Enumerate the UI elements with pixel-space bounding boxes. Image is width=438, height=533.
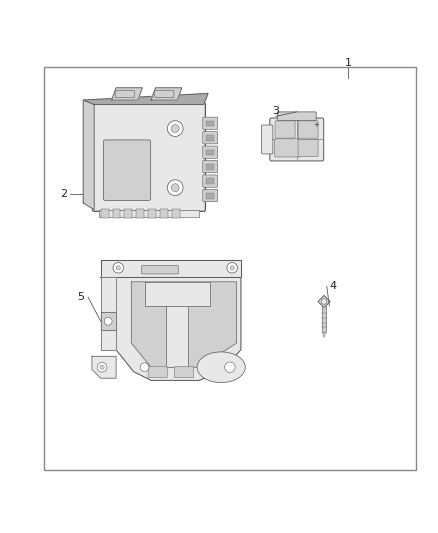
Bar (124, 209, 132, 219)
Polygon shape (83, 100, 94, 209)
FancyBboxPatch shape (203, 189, 218, 201)
Circle shape (113, 263, 124, 273)
Circle shape (140, 363, 149, 372)
Bar (206, 164, 214, 169)
FancyBboxPatch shape (203, 132, 218, 144)
Circle shape (167, 120, 183, 136)
Circle shape (225, 362, 235, 373)
Bar (206, 150, 214, 155)
FancyBboxPatch shape (203, 146, 218, 158)
Bar (160, 209, 168, 219)
Text: 1: 1 (345, 58, 352, 68)
Bar (206, 135, 214, 141)
FancyBboxPatch shape (275, 139, 300, 157)
Polygon shape (321, 298, 327, 304)
FancyBboxPatch shape (92, 103, 205, 211)
FancyBboxPatch shape (298, 121, 318, 138)
Polygon shape (101, 312, 116, 330)
Circle shape (116, 265, 120, 270)
Circle shape (100, 365, 104, 369)
Polygon shape (101, 278, 116, 350)
FancyBboxPatch shape (277, 112, 316, 120)
Bar (322, 306, 326, 332)
FancyBboxPatch shape (275, 121, 295, 138)
Polygon shape (83, 93, 208, 104)
Bar (206, 120, 214, 126)
Circle shape (227, 263, 237, 273)
FancyBboxPatch shape (203, 160, 218, 173)
Bar (172, 209, 180, 219)
Text: +: + (314, 122, 320, 128)
Circle shape (104, 317, 112, 325)
Circle shape (171, 125, 179, 133)
Polygon shape (151, 88, 182, 100)
FancyBboxPatch shape (155, 91, 174, 98)
Circle shape (230, 265, 234, 270)
Polygon shape (92, 356, 116, 378)
Bar (136, 209, 144, 219)
FancyBboxPatch shape (270, 118, 324, 161)
Polygon shape (101, 278, 241, 381)
Bar (148, 209, 156, 219)
Ellipse shape (197, 352, 245, 383)
Polygon shape (112, 88, 142, 100)
FancyBboxPatch shape (148, 366, 167, 378)
FancyBboxPatch shape (203, 117, 218, 130)
FancyBboxPatch shape (103, 140, 151, 200)
FancyBboxPatch shape (115, 91, 134, 98)
Text: 3: 3 (272, 106, 279, 116)
Text: 5: 5 (78, 292, 85, 302)
Bar (44, 67, 416, 470)
Polygon shape (318, 295, 330, 308)
Bar (101, 209, 109, 219)
Text: 4: 4 (329, 281, 336, 291)
Circle shape (171, 184, 179, 191)
FancyBboxPatch shape (141, 265, 178, 274)
Text: 2: 2 (60, 189, 67, 199)
FancyBboxPatch shape (261, 125, 273, 154)
Bar (206, 193, 214, 199)
Bar (206, 179, 214, 184)
Circle shape (97, 362, 107, 372)
Polygon shape (131, 282, 237, 367)
Polygon shape (101, 260, 241, 278)
FancyBboxPatch shape (174, 366, 194, 378)
Circle shape (167, 180, 183, 196)
FancyBboxPatch shape (203, 175, 218, 187)
Polygon shape (322, 332, 326, 337)
FancyBboxPatch shape (298, 139, 318, 157)
Bar (113, 209, 120, 219)
Bar (99, 209, 199, 217)
Polygon shape (166, 306, 188, 367)
Polygon shape (145, 282, 210, 306)
